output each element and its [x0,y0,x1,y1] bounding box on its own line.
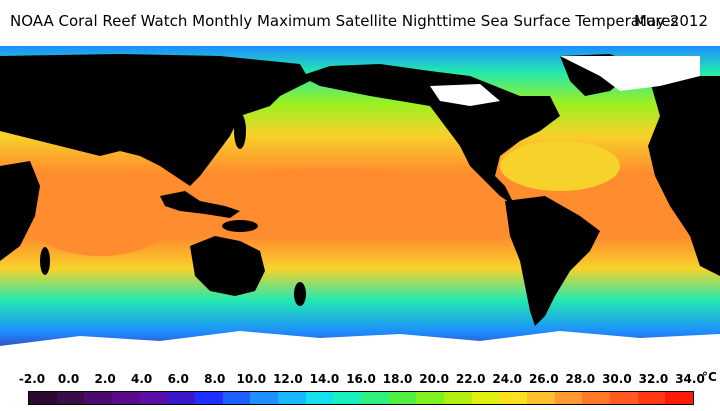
colorbar-tick-labels: -2.0 0.0 2.0 4.0 6.0 8.0 10.0 12.0 14.0 16.0 18.0 2… [0,372,720,386]
maritime-continent-islands [160,191,240,218]
antarctica [0,331,720,364]
colorbar-tick-label: 6.0 [167,372,189,386]
colorbar-swatch [195,392,223,404]
colorbar-swatch [388,392,417,404]
temperature-colorbar [28,391,694,405]
colorbar-swatch [167,392,196,404]
colorbar-tick-label: 0.0 [57,372,80,386]
east-africa-landmass [0,161,40,261]
colorbar-swatch [112,392,140,404]
colorbar-tick-label: 22.0 [455,372,486,386]
colorbar-swatch [444,392,472,404]
colorbar-swatch [499,392,528,404]
colorbar-tick-label: 10.0 [236,372,267,386]
colorbar-swatch [84,392,113,404]
colorbar-swatch [527,392,555,404]
colorbar-swatch [29,392,57,404]
colorbar-unit: °C [702,370,717,384]
colorbar-swatch [582,392,611,404]
colorbar-swatch [278,392,306,404]
colorbar-swatch [416,392,445,404]
colorbar-swatch [554,392,583,404]
colorbar-swatch [665,392,694,404]
colorbar-swatch [637,392,666,404]
indian-ocean-warm-pool [25,176,175,256]
colorbar-tick-label: 2.0 [94,372,116,386]
south-america-landmass [505,196,600,326]
colorbar-tick-label: 24.0 [492,372,523,386]
colorbar-tick-label: 26.0 [528,372,559,386]
hudson-bay-ice [430,84,500,106]
map-title: NOAA Coral Reef Watch Monthly Maximum Sa… [10,12,679,30]
arctic-sea-ice [560,56,700,91]
colorbar-tick-label: 20.0 [419,372,449,386]
australia-landmass [190,236,265,296]
colorbar-tick-label: -2.0 [18,372,46,386]
colorbar-swatch [361,392,389,404]
colorbar-tick-label: 32.0 [638,372,669,386]
header: NOAA Coral Reef Watch Monthly Maximum Sa… [0,0,720,46]
colorbar-tick-label: 12.0 [273,372,303,386]
atlantic-warm-band [500,141,620,191]
colorbar-swatch [222,392,251,404]
colorbar-tick-label: 8.0 [204,372,226,386]
colorbar-swatch [139,392,168,404]
colorbar-swatch [333,392,362,404]
madagascar [40,247,50,275]
new-guinea [222,220,258,232]
map-date: May 2012 [634,12,708,30]
colorbar-swatch [610,392,638,404]
colorbar-tick-label: 4.0 [131,372,153,386]
colorbar-swatch [56,392,85,404]
west-pacific-warm-pool [200,168,460,224]
japan-islands [234,113,246,149]
colorbar-tick-label: 18.0 [382,372,413,386]
colorbar-tick-label: 16.0 [346,372,376,386]
colorbar-swatch [250,392,279,404]
colorbar-swatch [305,392,334,404]
colorbar-tick-label: 30.0 [602,372,632,386]
europe-africa-landmass [648,76,720,276]
colorbar-swatch [471,392,500,404]
colorbar-tick-label: 34.0 [675,372,705,386]
colorbar-tick-label: 14.0 [309,372,340,386]
asia-landmass [0,54,310,186]
colorbar-tick-label: 28.0 [565,372,596,386]
new-zealand [294,282,306,306]
sst-map [0,46,720,364]
